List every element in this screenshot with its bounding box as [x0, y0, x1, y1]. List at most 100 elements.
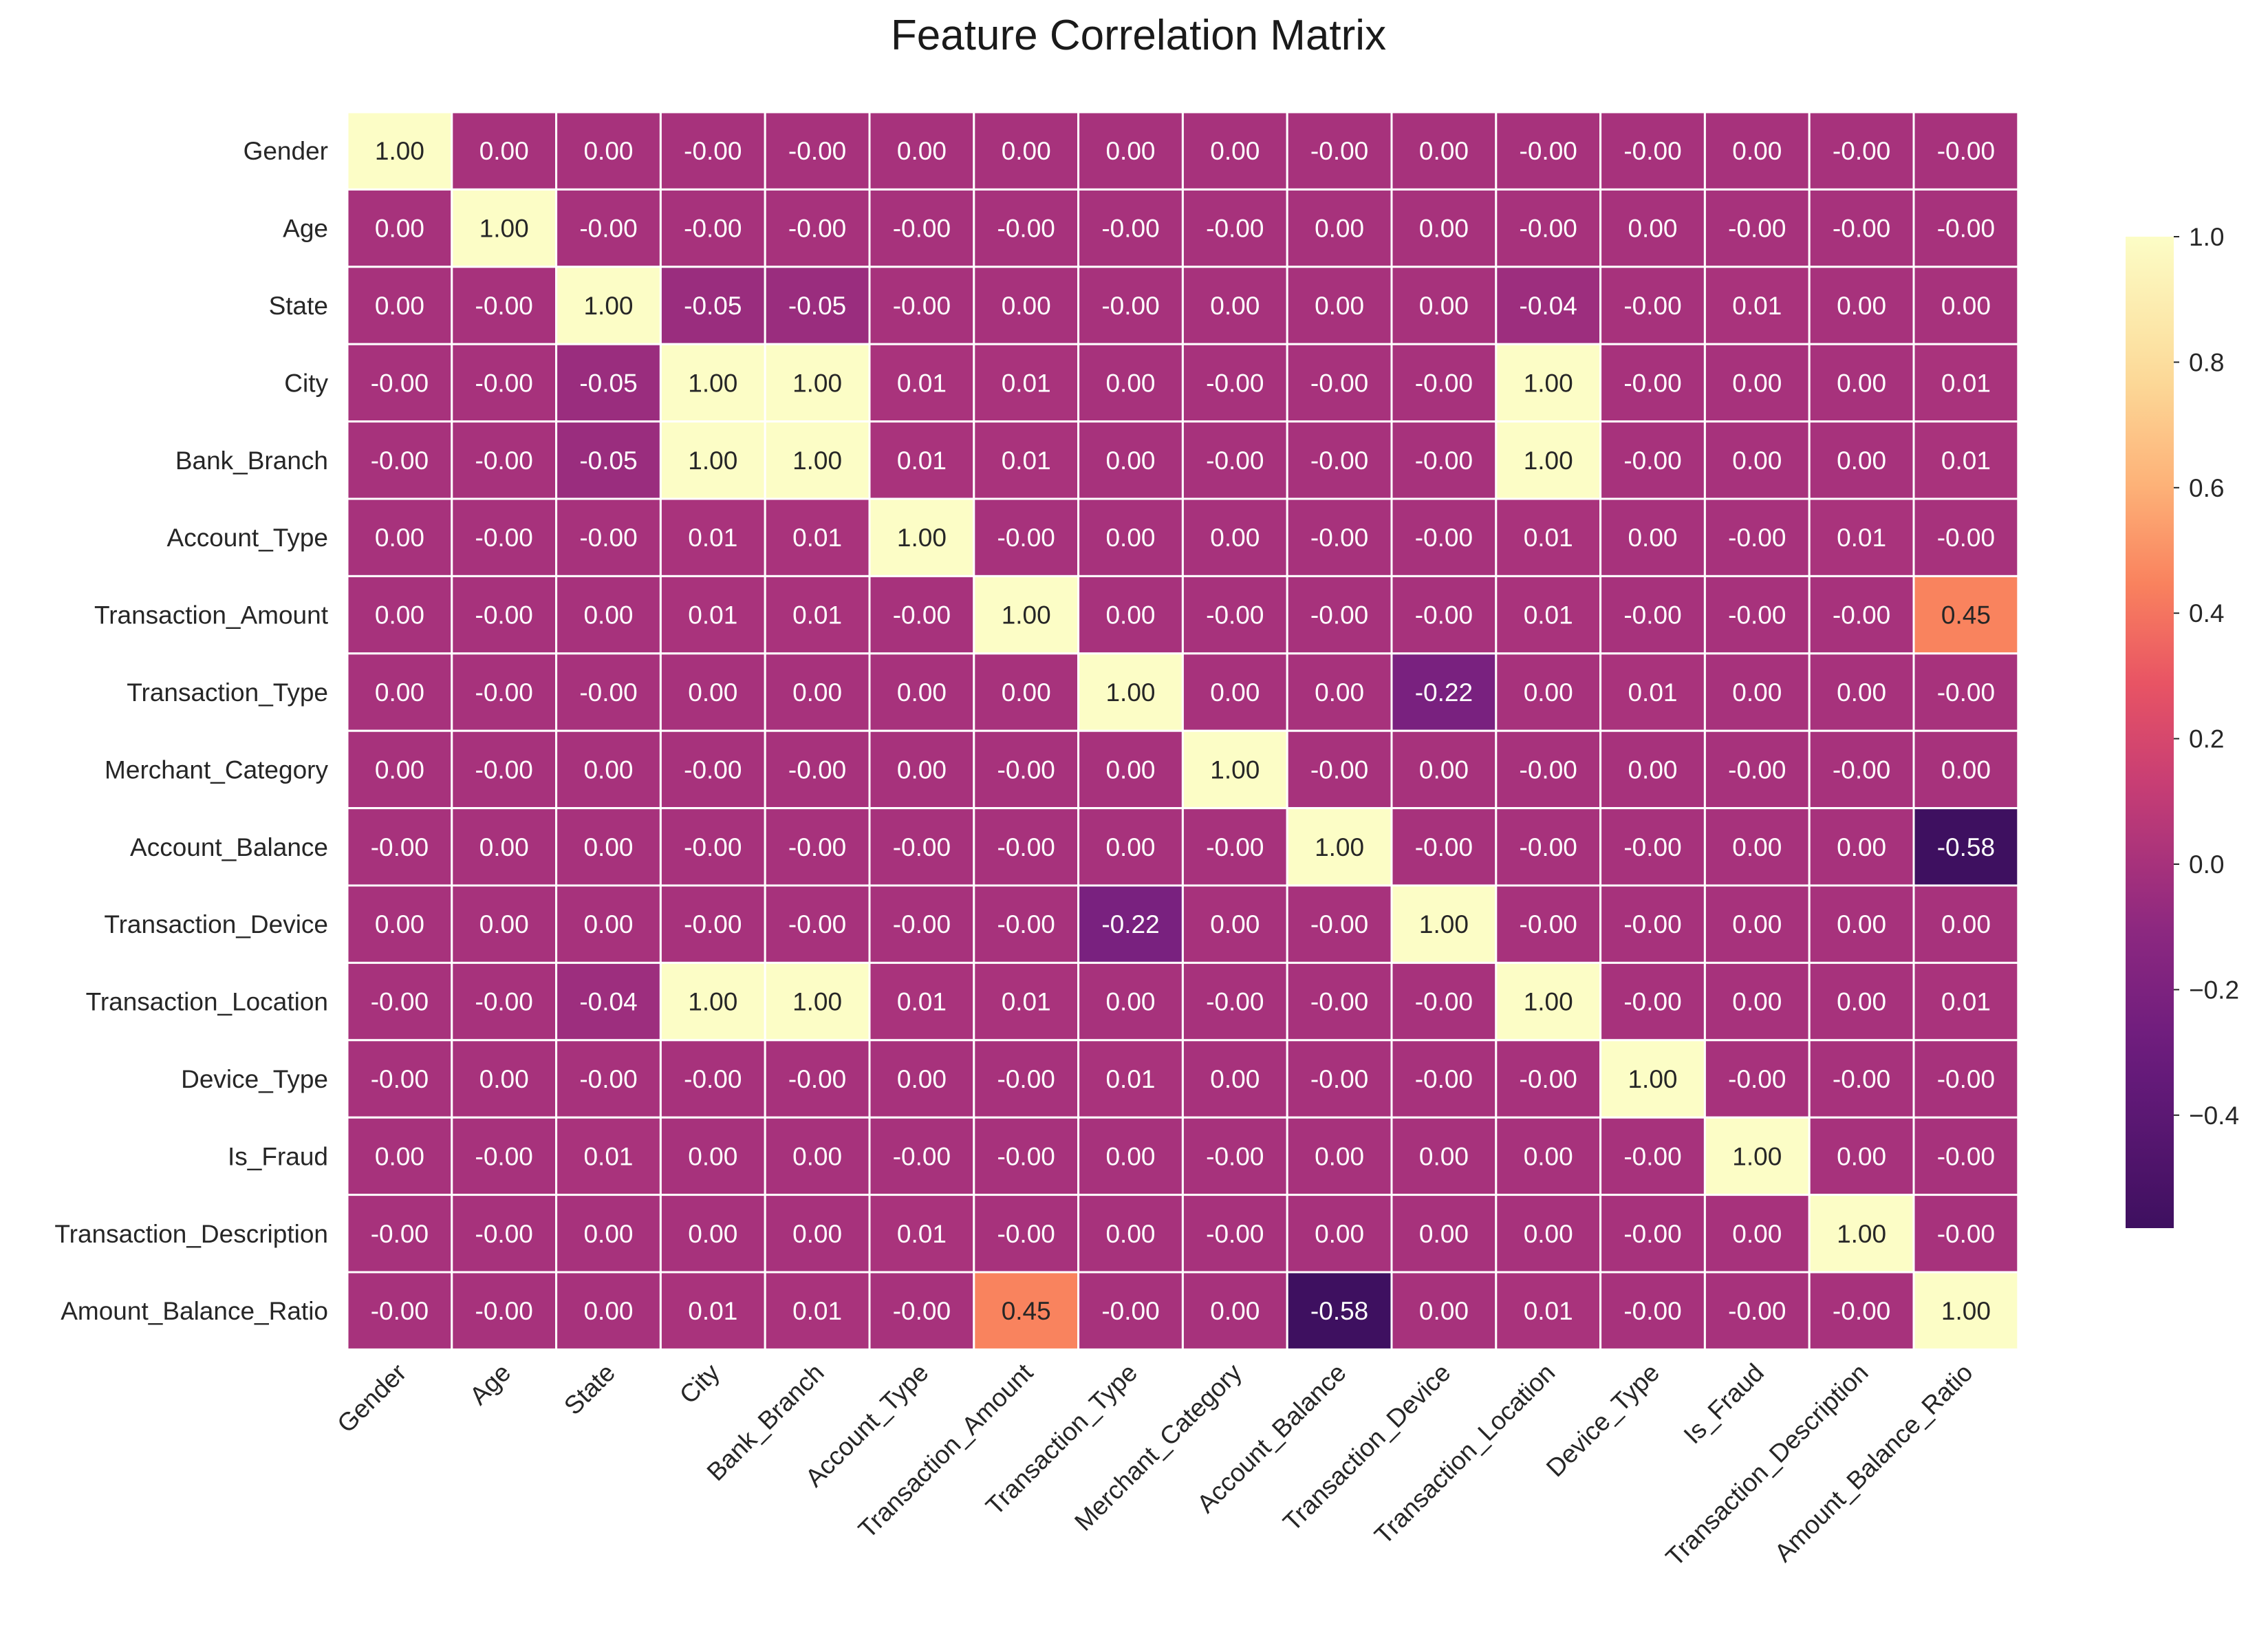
heatmap-cell: [1390, 1271, 1498, 1351]
cell-value-label: 0.00: [583, 137, 633, 165]
cell-value-label: -0.00: [1833, 137, 1890, 165]
cell-value-label: -0.00: [1206, 988, 1264, 1016]
cell-value-label: -0.00: [1206, 1142, 1264, 1170]
heatmap-cell: [1912, 497, 2020, 577]
cell-value-label: 0.00: [1210, 910, 1260, 938]
cell-value-label: -0.00: [1520, 1065, 1577, 1093]
cell-value-label: -0.00: [1206, 601, 1264, 630]
heatmap-cell: [764, 188, 871, 268]
cell-value-label: 0.00: [688, 1220, 737, 1248]
heatmap-cell: [868, 729, 975, 810]
cell-value-label: 1.00: [1105, 678, 1155, 707]
row-label: Transaction_Amount: [94, 601, 329, 630]
cell-value-label: 0.00: [1105, 1220, 1155, 1248]
cell-value-label: -0.00: [1728, 755, 1786, 784]
cell-value-label: 0.01: [897, 1220, 947, 1248]
cell-value-label: -0.00: [997, 755, 1055, 784]
heatmap-cell: [555, 497, 662, 577]
heatmap-cell: [1703, 111, 1811, 191]
cell-value-label: -0.00: [1520, 137, 1577, 165]
cell-value-label: 0.00: [583, 1297, 633, 1325]
cell-value-label: -0.00: [1310, 447, 1368, 475]
cell-value-label: 0.00: [1210, 1065, 1260, 1093]
heatmap-cell: [1390, 266, 1498, 345]
cell-value-label: -0.00: [1415, 601, 1473, 630]
heatmap-cell: [451, 111, 558, 191]
cell-value-label: 0.01: [1628, 678, 1677, 707]
cell-value-label: 1.00: [1524, 447, 1573, 475]
heatmap-cell: [1077, 807, 1184, 887]
heatmap-cell: [1912, 652, 2020, 732]
cell-value-label: 0.00: [479, 1065, 529, 1093]
heatmap-cell: [1808, 1194, 1915, 1274]
heatmap-cell: [973, 1271, 1080, 1351]
heatmap-cell: [451, 575, 558, 655]
cell-value-label: 0.00: [1837, 678, 1886, 707]
cell-value-label: 0.00: [1941, 755, 1991, 784]
cell-value-label: -0.00: [684, 1065, 742, 1093]
cell-value-label: -0.58: [1310, 1297, 1368, 1325]
cell-value-label: 0.00: [1941, 292, 1991, 320]
heatmap-cell: [1495, 420, 1602, 500]
cell-value-label: -0.00: [1310, 369, 1368, 397]
cell-value-label: -0.58: [1937, 833, 1995, 861]
cell-value-label: -0.00: [788, 215, 846, 243]
heatmap-cell: [1703, 575, 1811, 655]
heatmap-cell: [659, 1194, 766, 1274]
cell-value-label: -0.00: [1310, 524, 1368, 552]
heatmap-cell: [346, 343, 453, 423]
heatmap-cell: [1390, 575, 1498, 655]
cell-value-label: 0.00: [1419, 215, 1469, 243]
heatmap-cell: [868, 807, 975, 887]
cell-value-label: -0.00: [997, 910, 1055, 938]
cell-value-label: -0.00: [893, 292, 951, 320]
heatmap-cell: [973, 497, 1080, 577]
cell-value-label: 0.45: [1002, 1297, 1051, 1325]
heatmap-cell: [346, 188, 453, 268]
heatmap-cell: [973, 575, 1080, 655]
cell-value-label: -0.00: [997, 524, 1055, 552]
heatmap-cell: [1390, 807, 1498, 887]
heatmap-cell: [1495, 807, 1602, 887]
cell-value-label: 1.00: [688, 369, 737, 397]
cell-value-label: 0.01: [1002, 447, 1051, 475]
cell-value-label: 0.00: [1732, 910, 1782, 938]
cell-value-label: -0.00: [997, 833, 1055, 861]
cell-value-label: -0.04: [1520, 292, 1577, 320]
heatmap-cell: [659, 266, 766, 345]
column-label: City: [674, 1358, 725, 1409]
heatmap-cell: [555, 1116, 662, 1196]
cell-value-label: 0.00: [1105, 755, 1155, 784]
cell-value-label: -0.00: [1623, 447, 1681, 475]
cell-value-label: 0.00: [479, 137, 529, 165]
heatmap-cell: [1912, 729, 2020, 810]
heatmap-cell: [1390, 961, 1498, 1042]
row-label: Age: [283, 215, 328, 243]
cell-value-label: -0.00: [1937, 678, 1995, 707]
cell-value-label: 0.00: [1419, 137, 1469, 165]
heatmap-cell: [451, 188, 558, 268]
heatmap-cell: [451, 961, 558, 1042]
cell-value-label: -0.00: [1623, 292, 1681, 320]
cell-value-label: -0.00: [1310, 1065, 1368, 1093]
cell-value-label: 0.00: [1628, 755, 1677, 784]
heatmap-cell: [1077, 1116, 1184, 1196]
heatmap-cell: [659, 729, 766, 810]
heatmap-cell: [1077, 1194, 1184, 1274]
heatmap-cell: [1599, 1116, 1706, 1196]
cell-value-label: 0.00: [1837, 292, 1886, 320]
row-label: Is_Fraud: [228, 1142, 328, 1170]
cell-value-label: 0.00: [583, 833, 633, 861]
cell-value-label: -0.00: [475, 755, 533, 784]
heatmap-cell: [451, 343, 558, 423]
cell-value-label: -0.00: [1520, 215, 1577, 243]
column-labels: Gender Age State CityBank_BranchAccount_Typ…: [332, 1358, 1978, 1572]
heatmap-cell: [1181, 1116, 1288, 1196]
cell-value-label: -0.00: [371, 369, 429, 397]
heatmap-cells: 1.00 0.00 0.00 -0.00 -0.00 0.00 0.00 0.00 0.00 -0…: [346, 111, 2020, 1351]
cell-value-label: 1.00: [583, 292, 633, 320]
row-label: State: [269, 292, 328, 320]
heatmap-cell: [1912, 1271, 2020, 1351]
heatmap-cell: [868, 961, 975, 1042]
cell-value-label: -0.00: [997, 215, 1055, 243]
